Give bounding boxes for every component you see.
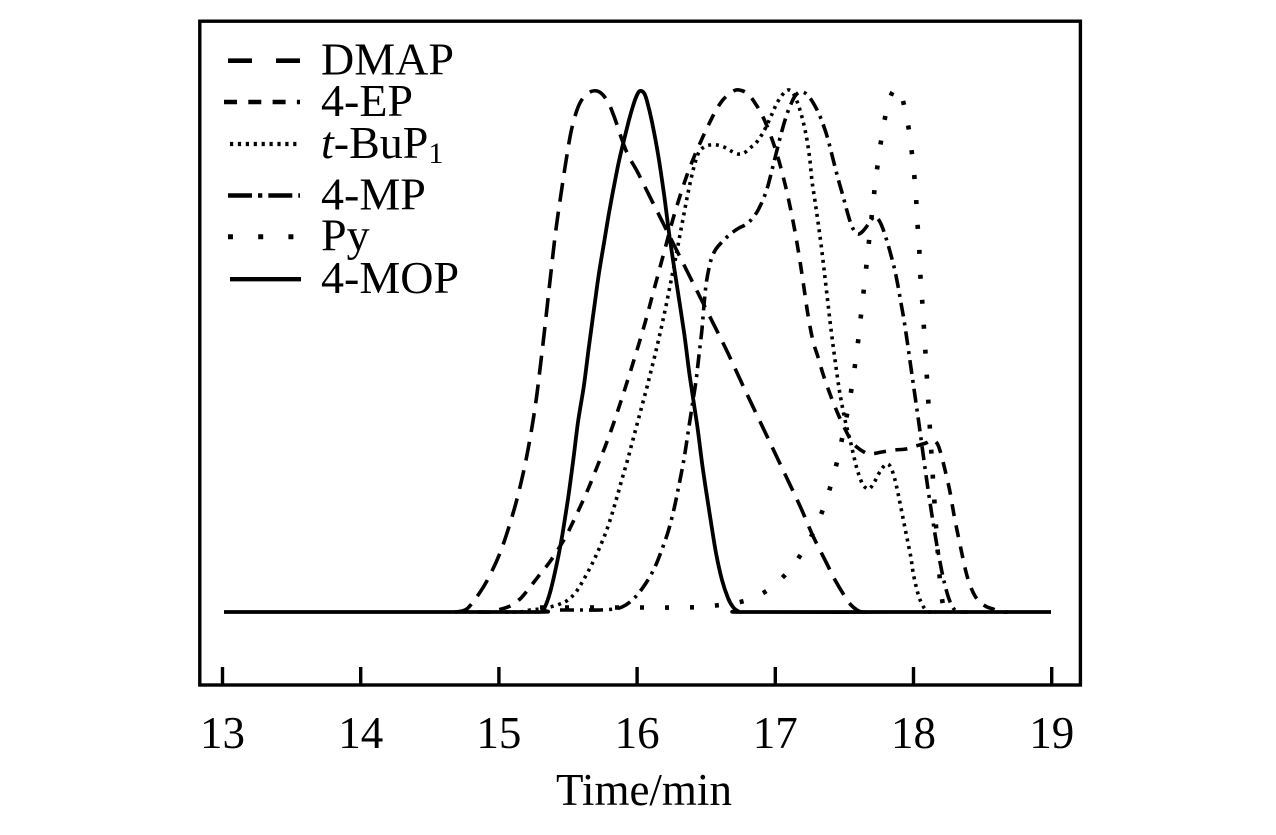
svg-text:17: 17: [753, 708, 798, 758]
svg-text:13: 13: [200, 708, 245, 758]
svg-text:Time/min: Time/min: [556, 765, 732, 815]
svg-text:14: 14: [338, 708, 383, 758]
svg-text:Py: Py: [321, 210, 370, 261]
svg-text:4-MOP: 4-MOP: [321, 252, 459, 303]
svg-text:15: 15: [476, 708, 521, 758]
svg-text:16: 16: [615, 708, 660, 758]
svg-text:DMAP: DMAP: [321, 34, 454, 85]
svg-text:4-MP: 4-MP: [321, 168, 426, 219]
svg-text:18: 18: [891, 708, 936, 758]
svg-text:19: 19: [1029, 708, 1074, 758]
svg-text:t-BuP1: t-BuP1: [321, 117, 443, 170]
svg-text:4-EP: 4-EP: [321, 75, 413, 126]
